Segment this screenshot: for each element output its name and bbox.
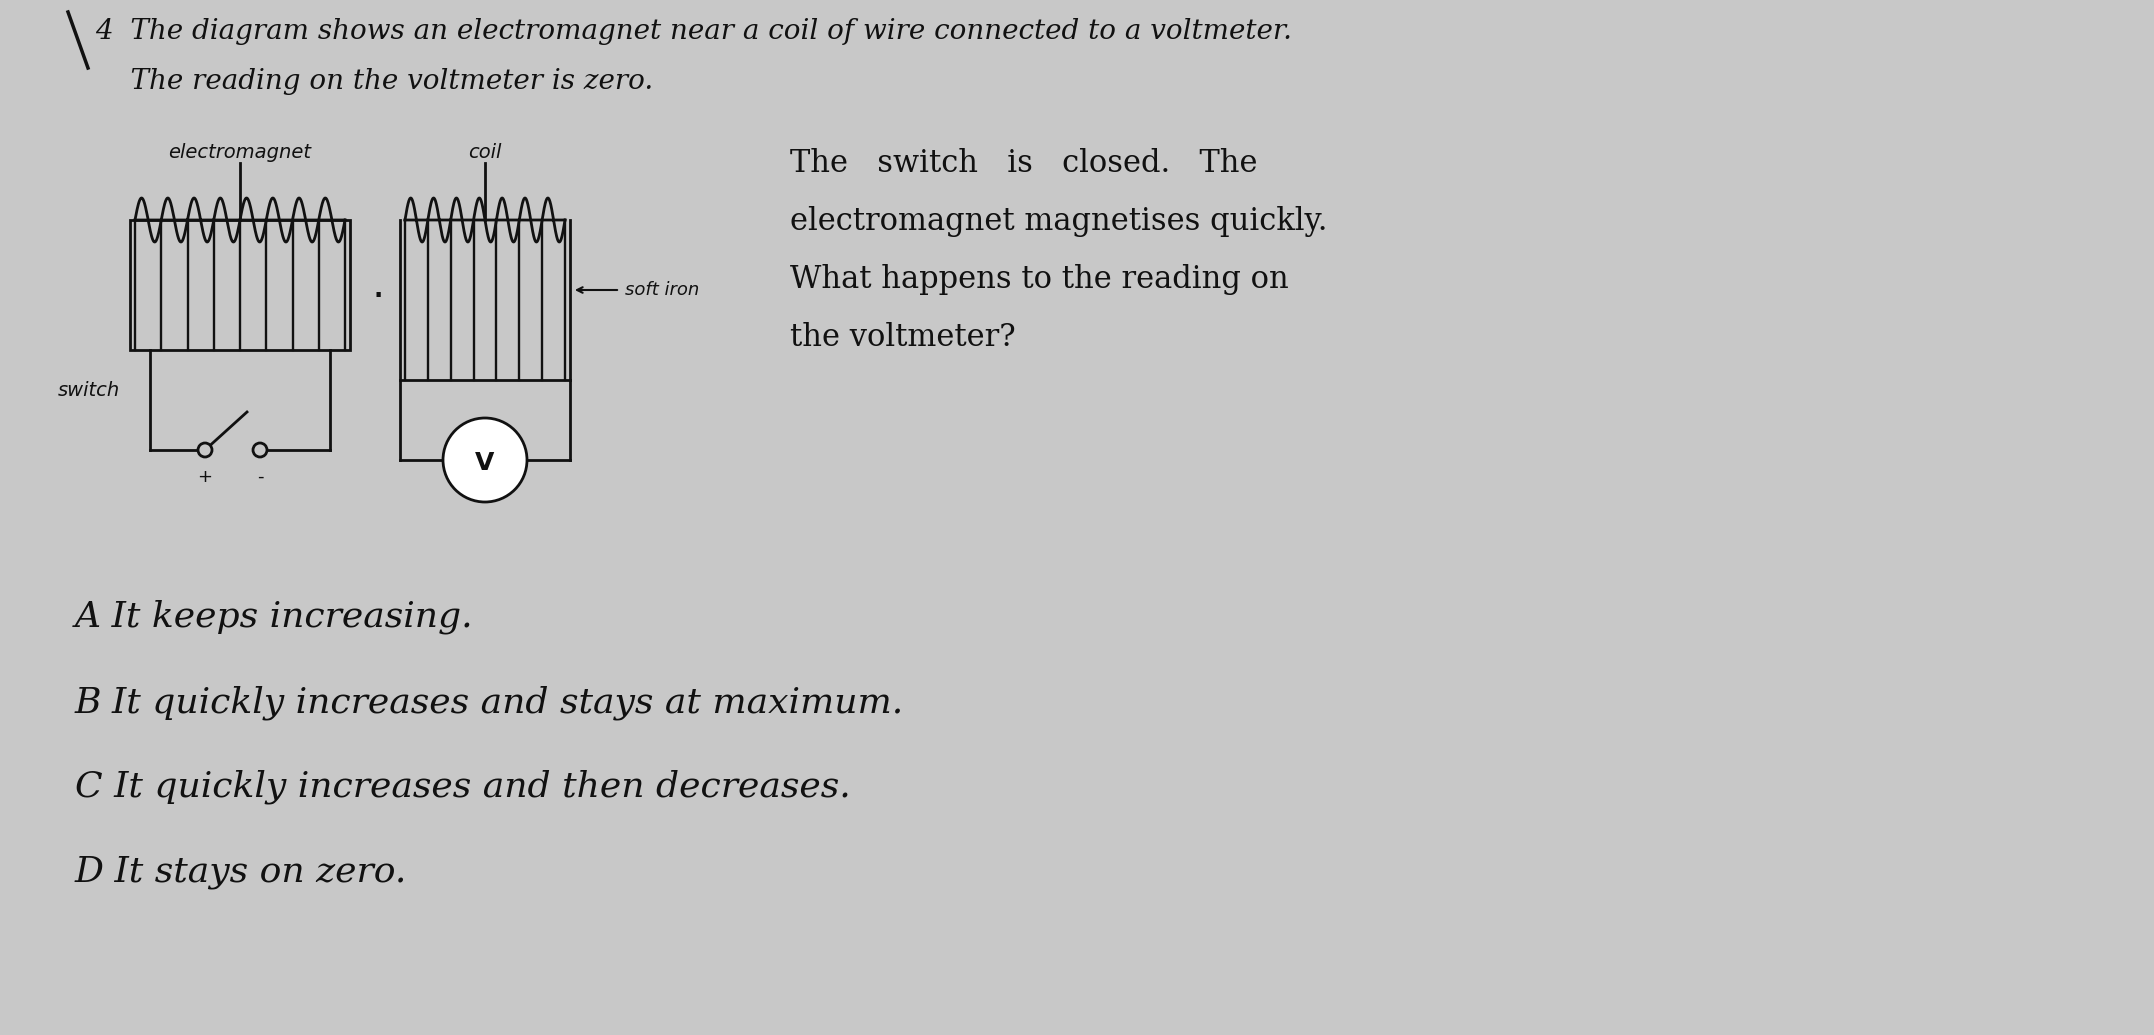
Text: A It keeps increasing.: A It keeps increasing. [75,600,474,634]
Text: B It quickly increases and stays at maximum.: B It quickly increases and stays at maxi… [75,685,905,719]
Text: What happens to the reading on: What happens to the reading on [791,264,1288,295]
Text: soft iron: soft iron [625,280,700,299]
Text: D It stays on zero.: D It stays on zero. [75,855,407,889]
Circle shape [252,443,267,457]
Text: C It quickly increases and then decreases.: C It quickly increases and then decrease… [75,770,851,804]
Text: .: . [370,264,386,306]
Text: The reading on the voltmeter is zero.: The reading on the voltmeter is zero. [95,68,653,95]
Circle shape [444,418,528,502]
Circle shape [198,443,211,457]
Text: the voltmeter?: the voltmeter? [791,322,1017,353]
Text: -: - [256,468,263,486]
Text: electromagnet magnetises quickly.: electromagnet magnetises quickly. [791,206,1327,237]
Text: electromagnet: electromagnet [168,143,312,162]
Text: coil: coil [467,143,502,162]
Text: 4  The diagram shows an electromagnet near a coil of wire connected to a voltmet: 4 The diagram shows an electromagnet nea… [95,18,1292,45]
Text: +: + [198,468,213,486]
Text: V: V [476,451,495,475]
Bar [129,220,349,350]
Text: switch: switch [58,381,121,400]
Text: The   switch   is   closed.   The: The switch is closed. The [791,148,1258,179]
